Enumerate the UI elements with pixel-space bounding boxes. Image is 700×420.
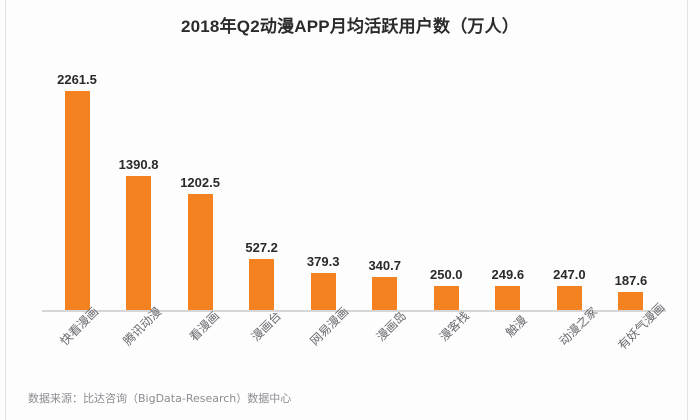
bar-rect[interactable] [126,175,152,310]
bar-rect[interactable] [64,91,90,310]
x-axis-label: 看漫画 [186,308,223,345]
x-axis-label: 漫客栈 [436,308,472,345]
right-border-line [687,0,688,420]
x-axis-label: 漫画台 [249,308,285,345]
bar-rect[interactable] [618,291,644,310]
bar-rect[interactable] [249,259,275,310]
bar-value-label: 340.7 [368,258,401,274]
bar-value-label: 527.2 [245,240,278,256]
x-axis-label-slot: 漫画台 [230,309,290,394]
x-axis-label-slot: 网易漫画 [293,304,353,394]
bar-column[interactable]: 1390.8 [116,52,162,310]
bar-column[interactable]: 250.0 [423,52,469,310]
x-axis-label-slot: 有妖气漫画 [605,300,667,394]
bar-value-label: 250.0 [430,266,463,282]
bar-series: 2261.5 1390.8 1202.5 527.2 379.3 340.7 250.0 24… [42,52,666,310]
left-border-line [5,0,6,420]
bar-column[interactable]: 187.6 [608,52,654,310]
bar-value-label: 1390.8 [118,156,159,172]
plot-area: 2261.5 1390.8 1202.5 527.2 379.3 340.7 250.0 24… [42,52,666,312]
bar-rect[interactable] [187,193,213,310]
bar-column[interactable]: 247.0 [546,52,592,310]
bar-value-label: 1202.5 [180,174,220,190]
bar-column[interactable]: 1202.5 [177,52,223,310]
bar-value-label: 2261.5 [57,72,97,88]
x-axis-label-slot: 漫客栈 [418,309,478,394]
bar-column[interactable]: 249.6 [485,52,531,310]
bar-rect[interactable] [495,285,521,310]
x-axis-label-slot: 动漫之家 [542,304,602,394]
bar-rect[interactable] [310,273,336,310]
bar-value-label: 249.6 [491,266,525,282]
x-axis-labels: 快看漫画 腾讯动漫 看漫画 漫画台 网易漫画 漫画岛 漫客栈 触漫 动漫之家 有妖气漫画 [42,300,668,396]
bar-rect[interactable] [372,277,398,310]
x-axis-label: 漫画岛 [373,308,410,345]
bar-column[interactable]: 379.3 [300,52,346,310]
x-axis-line [42,310,666,312]
x-axis-label-slot: 看漫画 [168,309,228,394]
x-axis-label-slot: 快看漫画 [43,304,103,394]
source-note: 数据来源：比达咨询（BigData-Research）数据中心 [28,392,292,405]
x-axis-label-slot: 漫画岛 [355,309,415,394]
x-axis-label-slot: 腾讯动漫 [106,304,166,394]
bar-value-label: 187.6 [614,272,648,288]
x-axis-label: 触漫 [502,312,530,340]
bar-value-label: 379.3 [306,254,340,270]
x-axis-label-slot: 触漫 [480,313,540,394]
bar-rect[interactable] [556,286,582,310]
bar-column[interactable]: 340.7 [362,52,408,310]
bar-column[interactable]: 527.2 [239,52,285,310]
page-title: 2018年Q2动漫APP月均活跃用户数（万人） [180,17,520,36]
bar-rect[interactable] [433,285,459,310]
bar-column[interactable]: 2261.5 [54,52,100,310]
bar-value-label: 247.0 [553,267,586,283]
